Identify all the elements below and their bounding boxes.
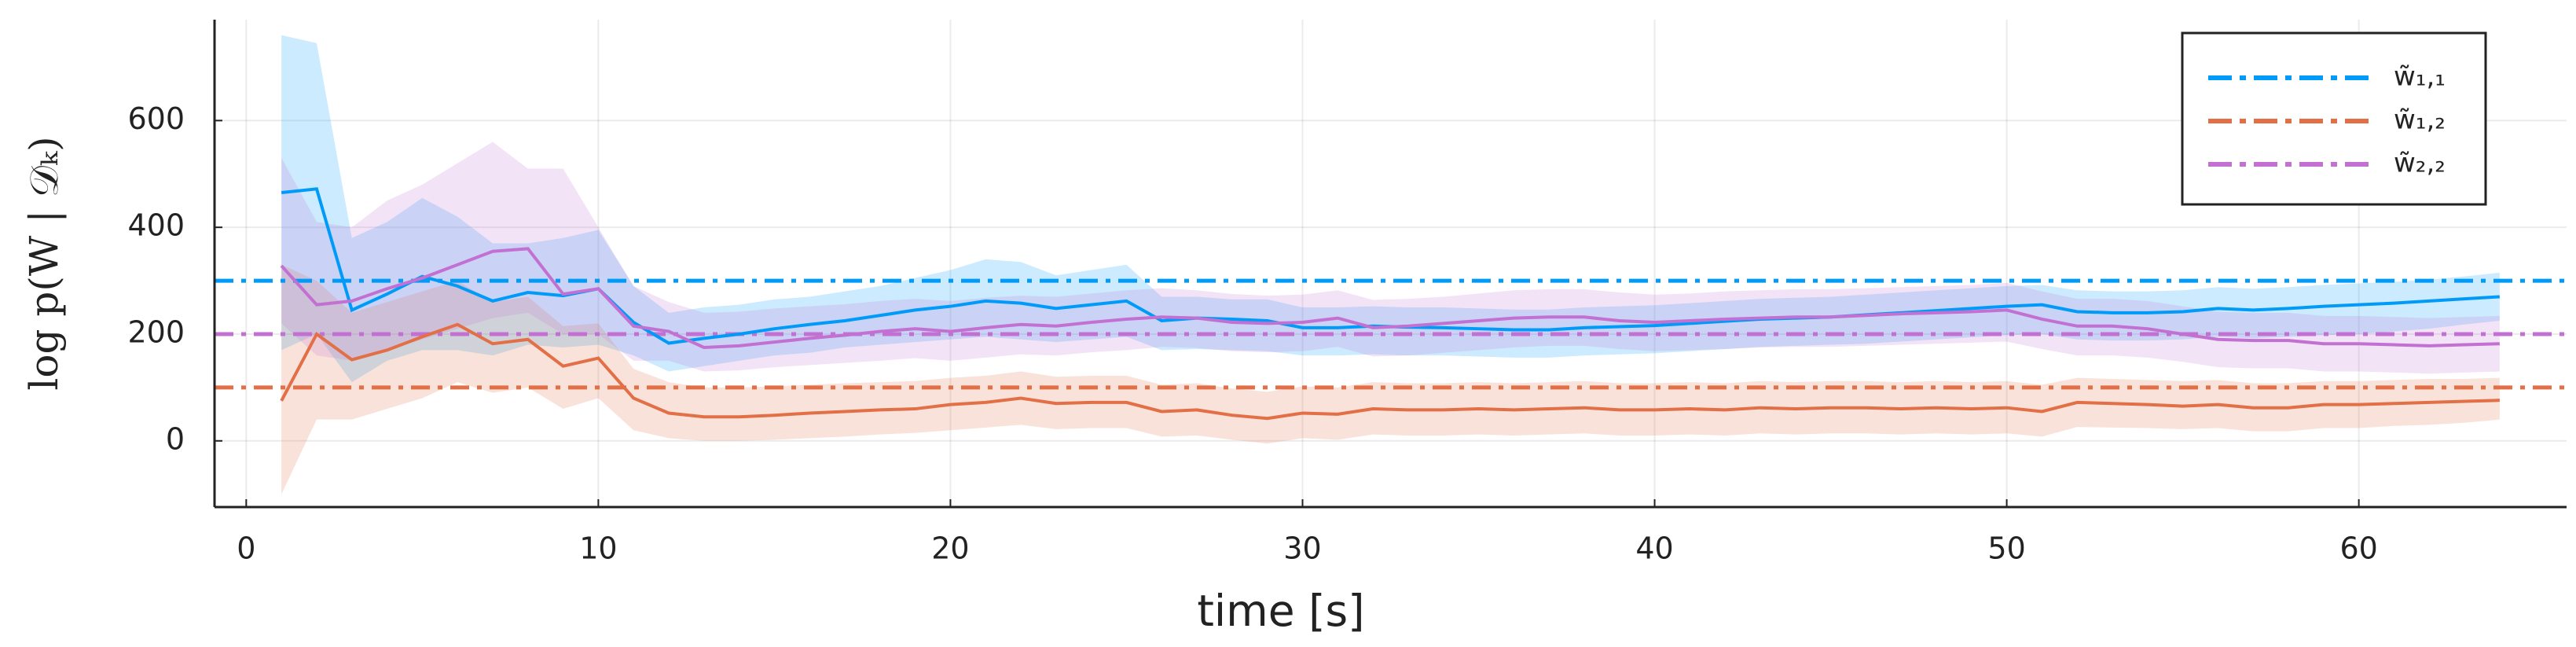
x-tick-label: 60	[2339, 531, 2377, 566]
legend-label: w̃₁,₂	[2394, 105, 2446, 136]
confidence-band	[281, 35, 2500, 383]
mean-line	[280, 322, 2500, 421]
y-axis-label: log p(W | 𝒟ₖ)	[21, 136, 67, 390]
x-tick-label: 10	[579, 531, 617, 566]
y-tick-label: 600	[127, 101, 185, 136]
x-tick-label: 20	[931, 531, 969, 566]
y-tick-label: 400	[127, 208, 185, 243]
x-tick-label: 50	[1987, 531, 2025, 566]
x-tick-label: 30	[1283, 531, 1321, 566]
x-tick-label: 40	[1635, 531, 1673, 566]
x-axis-label: time [s]	[1197, 586, 1364, 636]
confidence-band	[281, 264, 2500, 494]
x-tick-label: 0	[237, 531, 255, 566]
y-tick-label: 200	[127, 314, 185, 349]
confidence-band	[281, 142, 2500, 374]
legend: w̃₁,₁ w̃₁,₂ w̃₂,₂	[2181, 31, 2487, 206]
legend-label: w̃₁,₁	[2394, 61, 2446, 93]
mean-line	[280, 247, 2500, 349]
y-tick-label: 0	[166, 421, 185, 456]
legend-label: w̃₂,₂	[2394, 148, 2446, 179]
